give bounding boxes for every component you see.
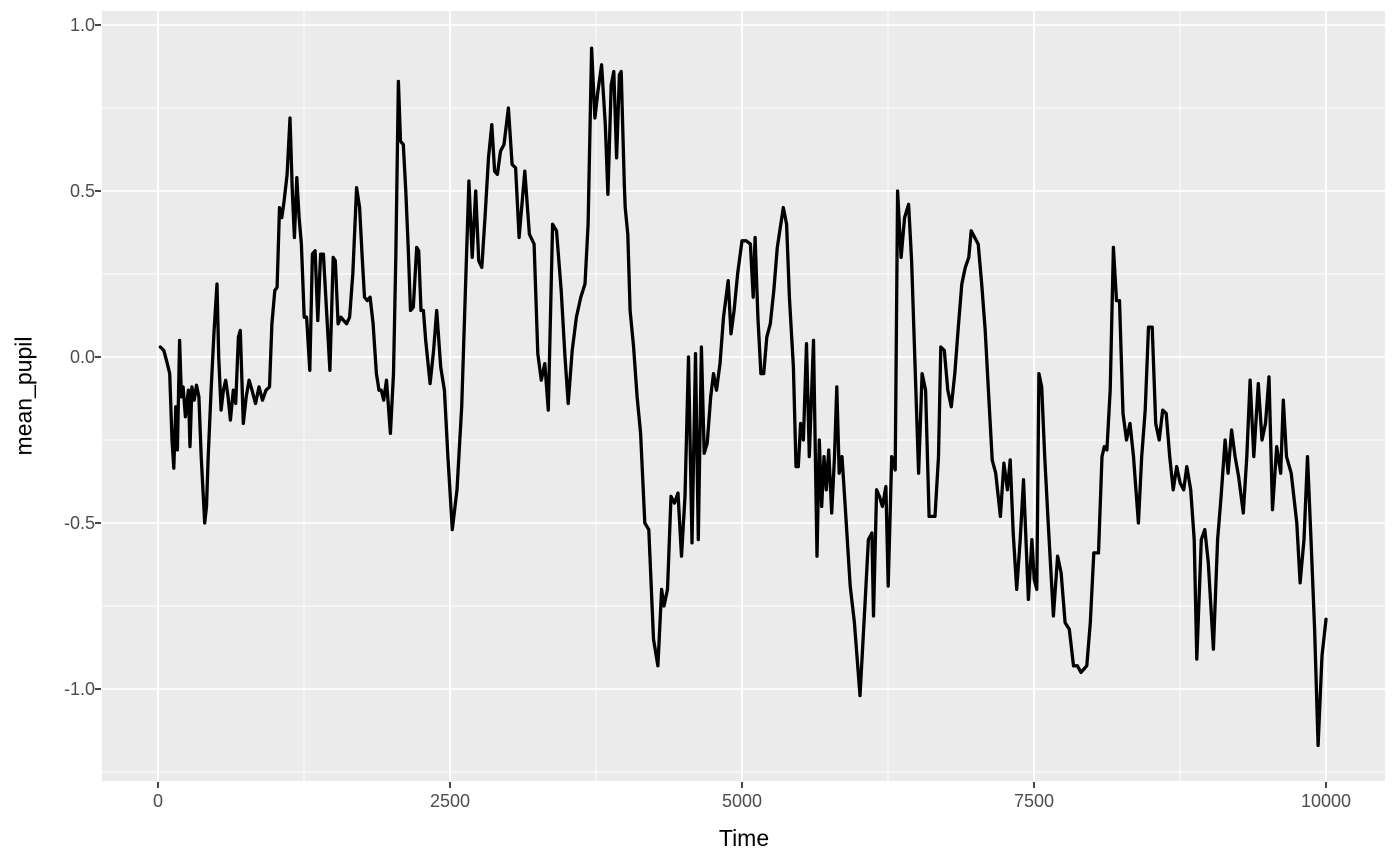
x-tick-label: 5000 — [721, 791, 763, 811]
x-tick-label: 10000 — [1300, 791, 1352, 811]
panel-background — [102, 11, 1385, 781]
x-tick-label: 2500 — [429, 791, 471, 811]
y-tick-label: 0.5 — [69, 181, 95, 201]
x-tick-label: 0 — [152, 791, 164, 811]
y-tick-label: 1.0 — [69, 15, 95, 35]
x-axis-title: Time — [718, 825, 770, 851]
y-tick-label: -1.0 — [63, 679, 95, 699]
y-tick-label: -0.5 — [63, 513, 95, 533]
y-tick-label: 0.0 — [69, 347, 95, 367]
time-series-line — [158, 46, 1328, 748]
x-tick-label: 7500 — [1013, 791, 1055, 811]
